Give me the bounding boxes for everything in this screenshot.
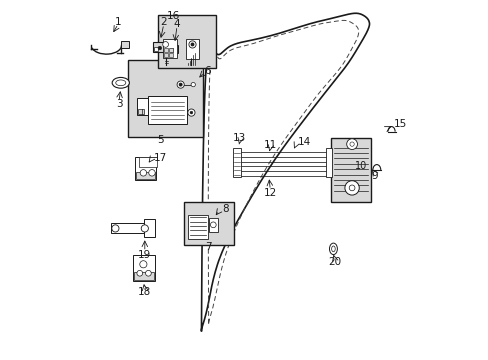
Bar (137, 98, 165, 116)
Circle shape (210, 222, 216, 228)
Bar (163, 53, 168, 57)
Bar (153, 41, 163, 51)
Bar (185, 40, 199, 59)
Bar (163, 40, 177, 58)
Circle shape (346, 139, 357, 149)
Text: 19: 19 (138, 249, 151, 260)
Bar (233, 148, 241, 177)
Text: 14: 14 (298, 138, 311, 147)
Bar (187, 215, 207, 239)
Text: 5: 5 (157, 135, 163, 145)
Bar (121, 41, 128, 48)
Bar (183, 202, 233, 244)
Bar (325, 148, 331, 177)
Text: 12: 12 (263, 188, 276, 198)
Bar (169, 45, 178, 53)
Circle shape (191, 43, 194, 46)
Ellipse shape (116, 80, 125, 86)
Circle shape (177, 81, 184, 88)
Circle shape (179, 83, 182, 86)
Text: 18: 18 (138, 287, 151, 297)
Circle shape (187, 109, 195, 116)
Circle shape (188, 41, 196, 48)
Circle shape (163, 41, 168, 47)
Circle shape (140, 170, 146, 176)
Bar (128, 60, 203, 137)
Circle shape (141, 225, 148, 232)
Text: 8: 8 (222, 204, 228, 214)
Text: 17: 17 (154, 153, 167, 163)
Text: 20: 20 (327, 257, 341, 267)
Text: 3: 3 (116, 99, 122, 109)
Circle shape (140, 261, 147, 268)
Text: 6: 6 (203, 66, 210, 76)
Text: 16: 16 (167, 11, 180, 21)
Text: 15: 15 (392, 120, 406, 129)
Bar (138, 109, 144, 114)
Ellipse shape (331, 246, 335, 252)
Bar (163, 48, 168, 51)
Text: 2: 2 (160, 17, 167, 27)
Circle shape (137, 270, 142, 276)
Ellipse shape (329, 243, 337, 255)
Circle shape (344, 181, 359, 195)
Bar (169, 48, 172, 51)
Text: 7: 7 (205, 242, 211, 252)
Bar (330, 138, 371, 202)
Text: 4: 4 (173, 19, 180, 29)
Text: 9: 9 (370, 171, 377, 181)
Ellipse shape (112, 77, 129, 88)
Circle shape (191, 82, 195, 87)
Text: 13: 13 (233, 134, 246, 143)
Bar (147, 96, 187, 125)
Bar (158, 15, 215, 68)
Bar (169, 53, 172, 57)
Bar (133, 255, 155, 281)
Circle shape (145, 270, 151, 276)
Text: 10: 10 (354, 161, 366, 171)
Bar (144, 220, 155, 237)
Bar (111, 223, 148, 233)
Text: 11: 11 (263, 140, 276, 150)
Bar (136, 172, 155, 179)
Circle shape (158, 46, 162, 50)
Circle shape (112, 225, 119, 232)
Circle shape (190, 111, 192, 114)
Bar (135, 157, 156, 180)
Text: 1: 1 (115, 17, 122, 27)
Bar (169, 48, 172, 52)
Circle shape (349, 142, 353, 146)
Bar (139, 157, 156, 167)
Circle shape (348, 185, 354, 191)
Circle shape (148, 170, 155, 176)
Bar (134, 272, 153, 280)
Bar (154, 47, 158, 50)
Bar (208, 218, 217, 232)
